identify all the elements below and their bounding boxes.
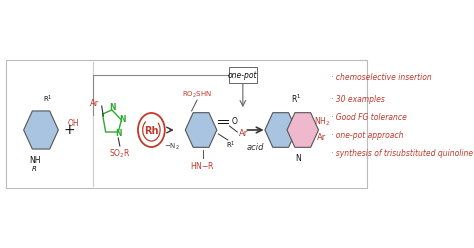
Text: Ar: Ar — [317, 133, 326, 143]
Text: R: R — [32, 166, 37, 172]
Text: · Good FG tolerance: · Good FG tolerance — [331, 114, 407, 123]
Text: R$^1$: R$^1$ — [292, 93, 301, 105]
Text: · one-pot approach: · one-pot approach — [331, 131, 404, 141]
Bar — [6, 60, 367, 188]
Polygon shape — [24, 111, 58, 149]
Circle shape — [138, 113, 165, 147]
Text: N: N — [120, 116, 126, 124]
Text: · synthesis of trisubstituted quinoline: · synthesis of trisubstituted quinoline — [331, 150, 473, 158]
Polygon shape — [185, 113, 217, 147]
Text: N: N — [109, 103, 116, 113]
Text: NH: NH — [29, 156, 40, 165]
Text: +: + — [64, 123, 75, 137]
Text: RO$_2$SHN: RO$_2$SHN — [182, 90, 212, 100]
Text: HN$-$R: HN$-$R — [190, 160, 215, 171]
Polygon shape — [287, 113, 319, 147]
Text: Rh: Rh — [144, 126, 159, 136]
Polygon shape — [265, 113, 296, 147]
Text: O: O — [231, 118, 237, 126]
Text: SO$_2$R: SO$_2$R — [109, 148, 131, 160]
Text: OH: OH — [68, 120, 80, 128]
Text: N: N — [295, 154, 301, 163]
Text: R$^1$: R$^1$ — [226, 140, 236, 151]
FancyBboxPatch shape — [228, 67, 257, 83]
Text: N: N — [115, 129, 121, 138]
Text: $-$N$_2$: $-$N$_2$ — [164, 142, 180, 152]
Text: · 30 examples: · 30 examples — [331, 95, 385, 104]
Text: Ar: Ar — [239, 129, 248, 138]
Text: one-pot: one-pot — [228, 70, 257, 80]
Text: Ar: Ar — [90, 99, 100, 109]
Text: R$^1$: R$^1$ — [43, 94, 52, 105]
Text: NH$_2$: NH$_2$ — [314, 116, 330, 128]
Text: · chemoselective insertion: · chemoselective insertion — [331, 73, 432, 83]
Text: acid: acid — [246, 143, 264, 152]
